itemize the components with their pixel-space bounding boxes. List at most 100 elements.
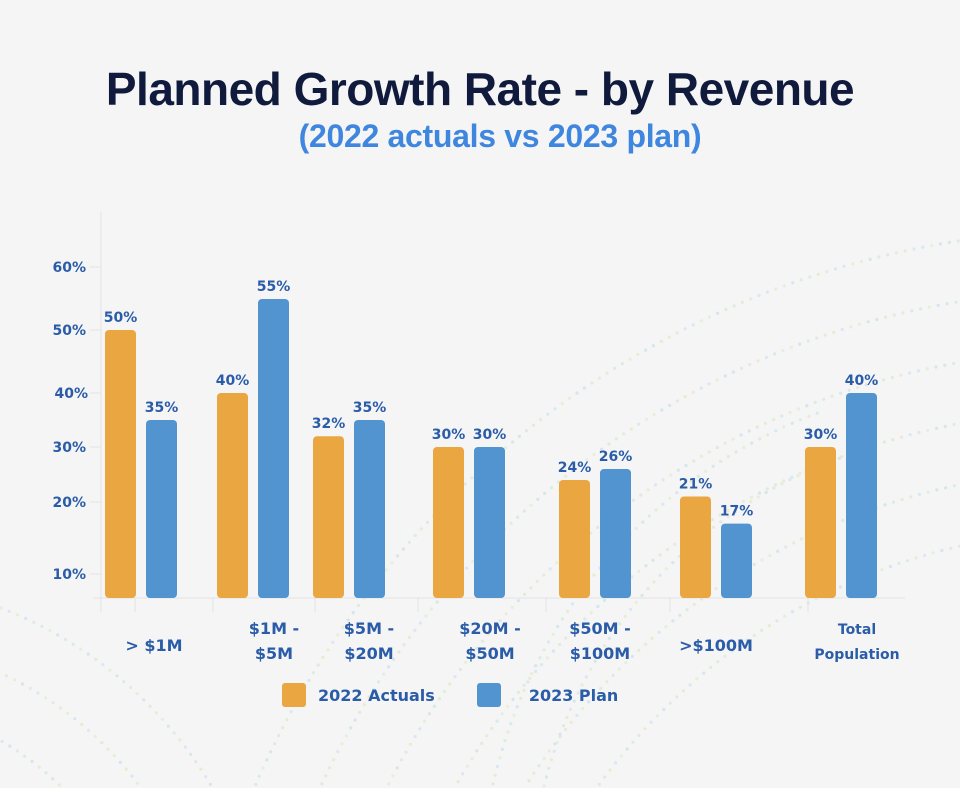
background-dot [553, 742, 557, 746]
bar-value-label: 17% [720, 504, 754, 520]
background-dot [178, 738, 182, 742]
background-dot [194, 760, 198, 764]
background-dot [912, 247, 916, 251]
x-category-label: $5M [255, 644, 293, 663]
background-dot [509, 722, 513, 726]
background-dot [745, 638, 749, 643]
background-dot [599, 447, 604, 451]
background-dot [558, 732, 562, 736]
background-dot [695, 677, 699, 681]
background-dot [675, 695, 679, 699]
background-dot [408, 742, 413, 746]
background-dot [739, 366, 744, 370]
background-dot [546, 640, 551, 644]
background-dot [757, 293, 761, 298]
background-dot [15, 749, 19, 753]
background-dot [331, 640, 335, 644]
background-dot [506, 730, 510, 734]
background-dot [427, 712, 431, 716]
background-dot [952, 484, 957, 488]
background-dot [749, 297, 753, 301]
background-dot [589, 611, 593, 615]
background-dot [500, 712, 504, 716]
background-dot [689, 480, 693, 484]
background-dot [668, 403, 672, 407]
background-dot [748, 363, 752, 367]
background-dot [741, 504, 745, 509]
background-dot [631, 498, 636, 502]
background-dot [321, 655, 325, 660]
background-dot [522, 683, 526, 687]
background-dot [796, 407, 801, 411]
bar-2023-plan [846, 393, 877, 598]
background-dot [607, 636, 612, 641]
background-dot [358, 710, 362, 715]
background-dot [63, 637, 68, 642]
background-dot [731, 437, 735, 441]
bar-2022-actuals [105, 330, 136, 598]
background-dot [661, 502, 665, 506]
background-dot [419, 527, 423, 531]
background-dot [142, 698, 146, 702]
background-dot [516, 515, 520, 519]
background-dot [558, 642, 562, 647]
background-dot [611, 673, 615, 678]
bar-2023-plan [721, 523, 752, 598]
background-dot [0, 606, 3, 610]
background-dot [894, 251, 899, 255]
background-dot [37, 765, 41, 769]
background-dot [704, 469, 708, 473]
background-dot [899, 435, 904, 439]
background-dot [919, 307, 923, 311]
background-dot [839, 391, 843, 395]
background-dot [707, 450, 711, 454]
background-dot [899, 373, 903, 377]
background-dot [124, 767, 128, 771]
background-dot [495, 764, 499, 769]
background-dot [551, 632, 555, 636]
background-dot [79, 647, 83, 651]
background-dot [788, 410, 792, 415]
background-dot [675, 331, 679, 335]
background-dot [798, 418, 803, 422]
background-dot [587, 700, 591, 704]
background-dot [782, 479, 786, 483]
background-dot [208, 782, 212, 787]
background-dot [756, 359, 760, 363]
background-dot [758, 437, 762, 441]
background-dot [956, 239, 960, 243]
background-dot [543, 491, 547, 495]
background-dot [669, 473, 673, 477]
background-dot [737, 644, 742, 648]
background-dot [526, 680, 530, 684]
background-dot [859, 259, 864, 264]
background-dot [516, 599, 521, 603]
background-dot [847, 388, 851, 392]
background-dot [108, 668, 112, 672]
background-dot [458, 667, 462, 672]
background-dot [634, 600, 638, 604]
background-dot [823, 333, 827, 337]
background-dot [652, 580, 656, 584]
background-dot [647, 514, 652, 518]
background-dot [676, 468, 680, 472]
background-dot [800, 537, 804, 541]
background-dot [531, 423, 536, 427]
background-dot [692, 602, 696, 606]
background-dot [556, 624, 560, 629]
background-dot [637, 569, 641, 573]
background-dot [757, 491, 762, 495]
background-dot [842, 264, 846, 268]
background-dot [401, 547, 405, 551]
background-dot [685, 608, 689, 612]
background-dot [461, 772, 465, 776]
background-dot [261, 766, 265, 770]
x-category-label: $1M - [249, 619, 299, 638]
background-dot [741, 499, 746, 504]
background-dot [678, 613, 682, 617]
background-dot [723, 374, 727, 378]
background-dot [106, 747, 110, 751]
background-dot [949, 546, 953, 550]
legend-item-2023-plan: 2023 Plan [476, 683, 618, 707]
background-dot [71, 642, 75, 646]
